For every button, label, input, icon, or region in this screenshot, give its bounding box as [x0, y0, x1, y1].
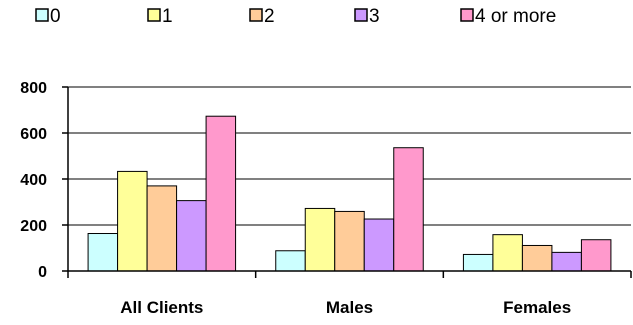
- y-tick-label: 200: [20, 218, 47, 235]
- legend-label: 4 or more: [475, 6, 556, 27]
- y-tick-label: 0: [38, 264, 47, 281]
- x-category-label: All Clients: [120, 298, 203, 317]
- legend-label: 0: [50, 6, 61, 27]
- x-axis-categories: All Clients Males Females: [120, 298, 571, 317]
- legend-swatch: [460, 8, 474, 22]
- bar: [205, 115, 237, 272]
- bar: [176, 200, 207, 272]
- bar: [87, 233, 119, 272]
- bar: [275, 250, 306, 272]
- y-tick-label: 800: [20, 80, 47, 97]
- legend-swatch: [249, 8, 263, 22]
- y-tick-label: 400: [20, 172, 47, 189]
- bars: [87, 115, 612, 272]
- legend-swatch: [354, 8, 368, 22]
- bar: [304, 207, 336, 272]
- y-tick-label: 600: [20, 126, 47, 143]
- x-category-label: Males: [326, 298, 373, 317]
- legend-swatch: [35, 8, 49, 22]
- bar: [363, 218, 395, 272]
- bar: [521, 244, 553, 272]
- legend-label: 2: [264, 6, 275, 27]
- bar: [393, 147, 424, 272]
- bar: [146, 185, 178, 272]
- legend-label: 1: [162, 6, 173, 27]
- bar: [462, 253, 494, 272]
- legend-label: 3: [369, 6, 380, 27]
- legend: 0 1 2 3 4 or more: [35, 6, 556, 27]
- bar: [492, 234, 523, 272]
- legend-swatch: [147, 8, 161, 22]
- bar: [334, 210, 365, 272]
- bar: [551, 251, 582, 272]
- x-category-label: Females: [503, 298, 571, 317]
- y-axis-ticks: 0 200 400 600 800: [20, 80, 68, 281]
- bar: [117, 170, 148, 272]
- bar: [580, 239, 612, 272]
